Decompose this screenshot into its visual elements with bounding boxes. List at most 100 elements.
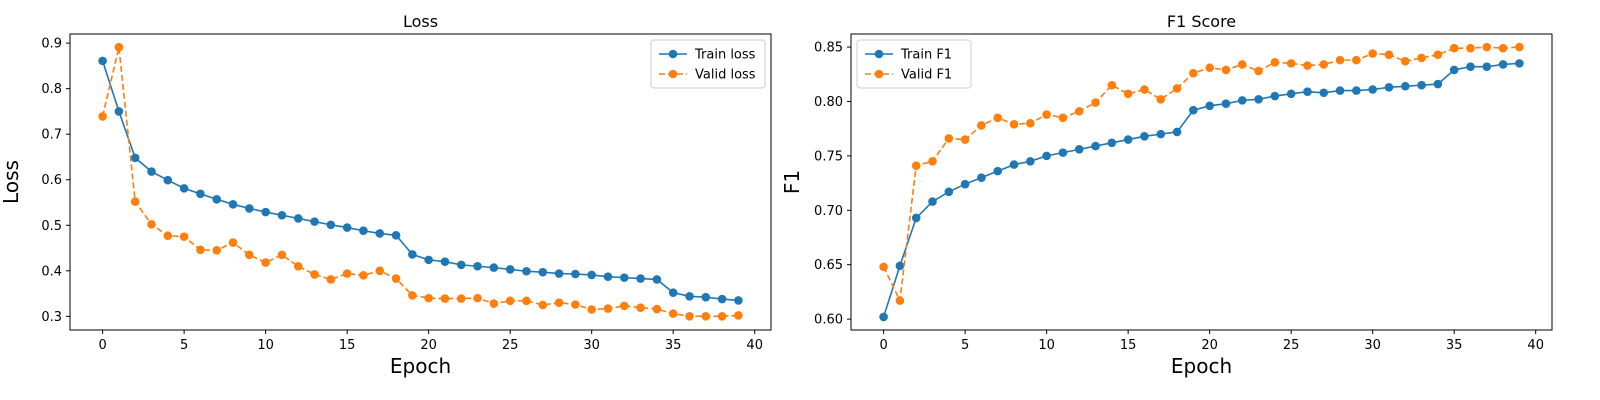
x-axis-label: Epoch xyxy=(390,354,451,378)
data-point xyxy=(98,56,107,66)
x-tick-label: 30 xyxy=(1364,338,1381,353)
data-point xyxy=(668,288,678,297)
data-point xyxy=(245,204,254,213)
data-point xyxy=(147,220,156,229)
legend-swatch-marker xyxy=(668,49,678,59)
data-point xyxy=(130,153,140,163)
data-point xyxy=(619,273,629,282)
data-point xyxy=(1433,50,1443,59)
series-line xyxy=(882,62,1520,318)
data-point xyxy=(375,266,385,276)
data-point xyxy=(163,231,173,241)
data-point xyxy=(114,42,124,52)
legend-entry-label: Train loss xyxy=(694,48,756,63)
x-tick-label: 10 xyxy=(1038,338,1055,353)
data-point xyxy=(1270,57,1280,67)
data-point xyxy=(734,311,743,320)
data-point xyxy=(603,304,613,313)
data-point xyxy=(554,269,564,278)
series-line xyxy=(101,60,739,302)
data-point xyxy=(147,167,156,176)
data-point xyxy=(375,229,385,238)
data-point xyxy=(293,261,303,271)
data-point xyxy=(261,258,270,267)
data-point xyxy=(734,296,743,305)
legend-entry-label: Valid loss xyxy=(695,68,756,83)
data-point xyxy=(1189,68,1198,78)
x-tick-label: 35 xyxy=(1446,338,1463,353)
data-point xyxy=(1026,157,1035,166)
data-point xyxy=(1254,94,1263,104)
chart-title: F1 Score xyxy=(1167,12,1236,31)
legend-box xyxy=(856,39,972,89)
data-point xyxy=(717,294,727,304)
data-point xyxy=(326,220,336,230)
data-point xyxy=(1107,80,1117,90)
data-point xyxy=(571,300,580,309)
data-point xyxy=(196,189,205,199)
data-point xyxy=(636,303,645,312)
data-point xyxy=(1335,86,1345,95)
data-point xyxy=(1400,56,1410,66)
plot-frame xyxy=(69,33,772,331)
x-tick-label: 0 xyxy=(98,338,106,353)
x-tick-label: 25 xyxy=(1283,338,1300,353)
data-point xyxy=(359,271,368,280)
data-point xyxy=(1058,113,1068,123)
legend-swatch-marker xyxy=(874,49,884,59)
data-point xyxy=(1482,42,1492,52)
f1-score-chart: F1 Score 0 5 10 15 20 25 30 35 40 0.60 0.65 0.70 0.75… xyxy=(780,12,1553,378)
data-point xyxy=(1319,88,1329,98)
data-point xyxy=(1123,135,1133,144)
data-point xyxy=(1074,106,1084,116)
y-tick-label: 0.7 xyxy=(41,128,62,143)
data-point xyxy=(1368,85,1377,94)
data-point xyxy=(1058,148,1068,157)
y-axis-label: Loss xyxy=(0,160,23,204)
data-point xyxy=(554,298,564,307)
data-point xyxy=(652,275,662,284)
data-point xyxy=(212,246,222,255)
data-point xyxy=(993,166,1003,176)
data-point xyxy=(993,113,1003,123)
loss-chart: Loss 0 5 10 15 20 25 30 35 40 0.3 0.4 0.5 0.6 0.7 0.8 0.… xyxy=(0,12,772,378)
data-point xyxy=(1384,83,1394,92)
data-point xyxy=(212,195,222,204)
data-point xyxy=(456,294,466,303)
y-tick-label: 0.60 xyxy=(814,313,843,328)
data-point xyxy=(408,291,417,300)
data-point xyxy=(179,232,189,241)
data-point xyxy=(1221,65,1231,75)
data-point xyxy=(456,260,466,270)
data-point xyxy=(1237,96,1247,105)
y-tick-label: 0.75 xyxy=(814,149,843,164)
data-point xyxy=(179,184,189,193)
data-point xyxy=(960,179,970,189)
data-point xyxy=(310,270,319,279)
data-point xyxy=(1172,84,1182,93)
data-point xyxy=(326,275,336,284)
chart-title: Loss xyxy=(403,12,438,31)
plot-frame xyxy=(850,33,1553,331)
data-point xyxy=(196,245,205,255)
data-point xyxy=(1417,80,1426,90)
data-point xyxy=(1042,151,1051,161)
data-point xyxy=(130,197,140,206)
data-point xyxy=(261,207,270,217)
legend: Train loss Valid loss xyxy=(650,39,766,89)
data-point xyxy=(1254,66,1263,76)
data-point xyxy=(668,309,678,318)
data-point xyxy=(1221,99,1231,108)
y-tick-label: 0.8 xyxy=(41,82,62,97)
y-tick-label: 0.3 xyxy=(41,310,62,325)
data-point xyxy=(408,250,417,259)
data-point xyxy=(879,312,888,322)
y-tick-label: 0.6 xyxy=(41,173,62,188)
y-axis-label: F1 xyxy=(780,170,804,194)
data-point xyxy=(944,134,954,143)
data-point xyxy=(1417,53,1426,63)
x-tick-label: 35 xyxy=(665,338,682,353)
legend: Train F1 Valid F1 xyxy=(856,39,972,89)
data-point xyxy=(489,263,499,272)
data-point xyxy=(977,121,986,130)
